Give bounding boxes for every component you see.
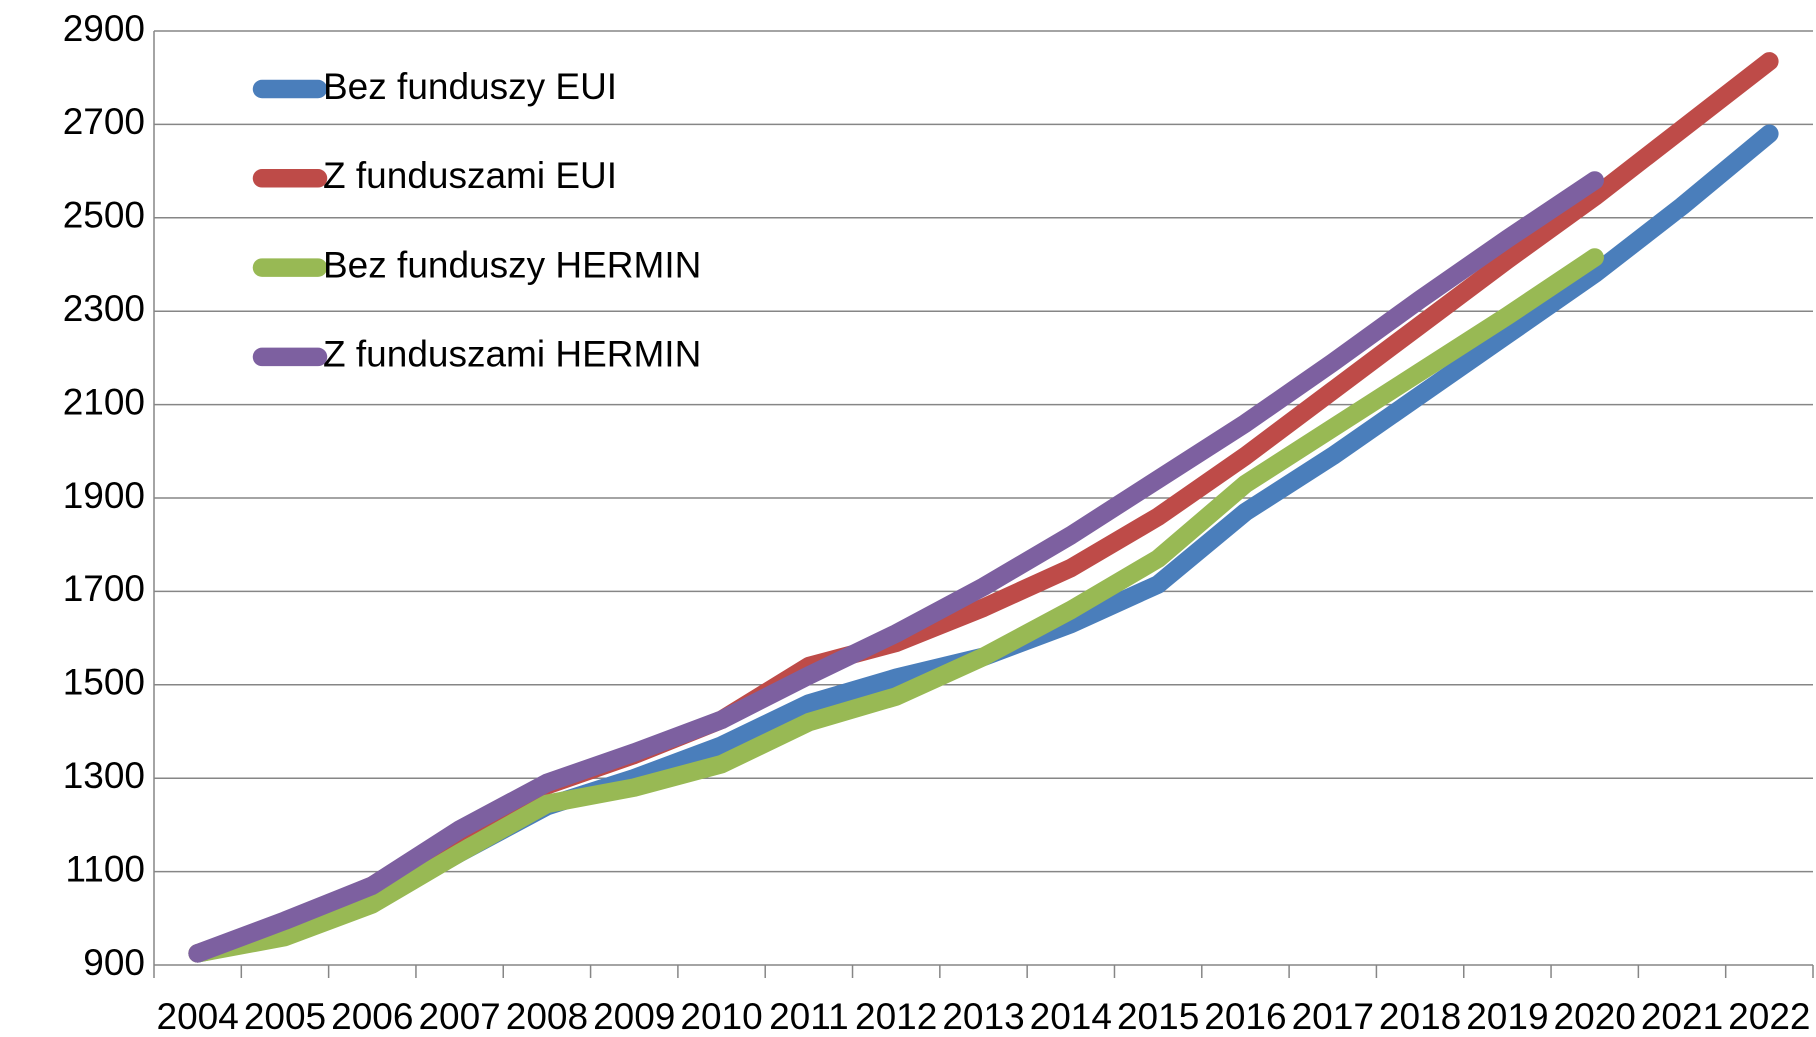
y-tick-label: 1700: [63, 568, 145, 609]
y-tick-label: 900: [83, 942, 145, 983]
x-tick-label: 2021: [1641, 996, 1723, 1037]
x-tick-label: 2014: [1030, 996, 1112, 1037]
x-tick-label: 2008: [506, 996, 588, 1037]
x-tick-label: 2018: [1379, 996, 1461, 1037]
x-tick-label: 2019: [1466, 996, 1548, 1037]
x-tick-label: 2010: [680, 996, 762, 1037]
y-tick-label: 2100: [63, 381, 145, 422]
x-tick-label: 2004: [157, 996, 239, 1037]
y-tick-label: 2300: [63, 288, 145, 329]
y-tick-label: 2700: [63, 101, 145, 142]
x-tick-label: 2022: [1728, 996, 1810, 1037]
x-tick-label: 2006: [331, 996, 413, 1037]
x-tick-label: 2015: [1117, 996, 1199, 1037]
y-tick-label: 1300: [63, 755, 145, 796]
y-tick-label: 1100: [65, 848, 145, 889]
x-tick-label: 2005: [244, 996, 326, 1037]
legend-label: Bez funduszy HERMIN: [323, 244, 701, 285]
legend-label: Z funduszami HERMIN: [323, 334, 701, 375]
legend-label: Z funduszami EUI: [323, 155, 617, 196]
x-tick-label: 2020: [1554, 996, 1636, 1037]
x-tick-label: 2007: [418, 996, 500, 1037]
x-tick-label: 2017: [1292, 996, 1374, 1037]
y-tick-label: 1900: [63, 475, 145, 516]
y-tick-label: 1500: [63, 662, 145, 703]
y-tick-label: 2900: [63, 8, 145, 49]
series-line: [188, 248, 1604, 963]
x-tick-label: 2009: [593, 996, 675, 1037]
y-tick-label: 2500: [63, 195, 145, 236]
legend-label: Bez funduszy EUI: [323, 66, 617, 107]
x-tick-label: 2011: [769, 996, 849, 1037]
series-line: [188, 171, 1604, 963]
x-tick-label: 2016: [1204, 996, 1286, 1037]
x-tick-label: 2012: [855, 996, 937, 1037]
x-tick-label: 2013: [942, 996, 1024, 1037]
